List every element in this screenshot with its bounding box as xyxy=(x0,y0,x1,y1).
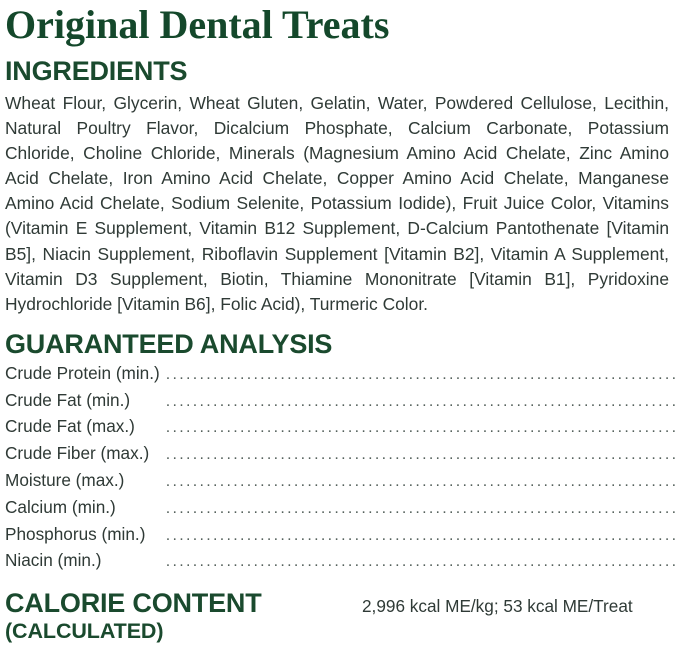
analysis-label: Calcium (min.) xyxy=(5,496,116,517)
page-title: Original Dental Treats xyxy=(5,2,390,47)
analysis-label: Crude Fat (min.) xyxy=(5,389,131,410)
calorie-content-section: CALORIE CONTENT (CALCULATED) 2,996 kcal … xyxy=(5,575,671,644)
analysis-label: Crude Protein (min.) xyxy=(5,362,160,383)
table-row: Calcium (min.)..........................… xyxy=(5,495,679,522)
ingredients-heading: INGREDIENTS xyxy=(5,56,188,86)
analysis-label: Niacin (min.) xyxy=(5,550,102,571)
table-row: Crude Fiber (max.)......................… xyxy=(5,441,679,468)
table-row: Niacin (min.)...........................… xyxy=(5,548,679,575)
calorie-heading-group: CALORIE CONTENT (CALCULATED) xyxy=(5,589,362,644)
dot-leader-dots: ........................................… xyxy=(165,419,679,437)
dot-leader: ........................................… xyxy=(166,414,679,441)
ingredients-text: Wheat Flour, Glycerin, Wheat Gluten, Gel… xyxy=(5,93,669,314)
dot-leader-dots: ........................................… xyxy=(165,446,679,464)
dot-leader: ........................................… xyxy=(166,468,679,495)
dot-leader: ........................................… xyxy=(166,548,679,575)
analysis-label: Phosphorus (min.) xyxy=(5,523,146,544)
dot-leader: ........................................… xyxy=(166,495,679,522)
table-row: Crude Fat (max.)........................… xyxy=(5,414,679,441)
analysis-label: Crude Fat (max.) xyxy=(5,416,135,437)
table-row: Moisture (max.).........................… xyxy=(5,468,679,495)
dot-leader-dots: ........................................… xyxy=(165,526,679,544)
dot-leader: ........................................… xyxy=(166,522,679,549)
dot-leader: ........................................… xyxy=(166,388,679,415)
dot-leader: ........................................… xyxy=(166,361,679,388)
dot-leader-dots: ........................................… xyxy=(165,473,679,491)
dot-leader-dots: ........................................… xyxy=(165,499,679,517)
calorie-content-value: 2,996 kcal ME/kg; 53 kcal ME/Treat xyxy=(362,596,633,617)
table-row: Crude Fat (min.)........................… xyxy=(5,388,679,415)
dot-leader: ........................................… xyxy=(166,441,679,468)
calorie-content-subheading: (CALCULATED) xyxy=(5,619,164,644)
analysis-label: Crude Fiber (max.) xyxy=(5,443,150,464)
guaranteed-analysis-table: Crude Protein (min.)....................… xyxy=(5,361,679,575)
calorie-content-heading: CALORIE CONTENT xyxy=(5,588,262,619)
analysis-label: Moisture (max.) xyxy=(5,470,125,491)
guaranteed-analysis-body: Crude Protein (min.)....................… xyxy=(5,361,679,575)
table-row: Phosphorus (min.).......................… xyxy=(5,522,679,549)
dot-leader-dots: ........................................… xyxy=(165,392,679,410)
dot-leader-dots: ........................................… xyxy=(165,365,679,383)
guaranteed-analysis-heading: GUARANTEED ANALYSIS xyxy=(5,328,333,359)
dot-leader-dots: ........................................… xyxy=(165,553,679,571)
table-row: Crude Protein (min.)....................… xyxy=(5,361,679,388)
